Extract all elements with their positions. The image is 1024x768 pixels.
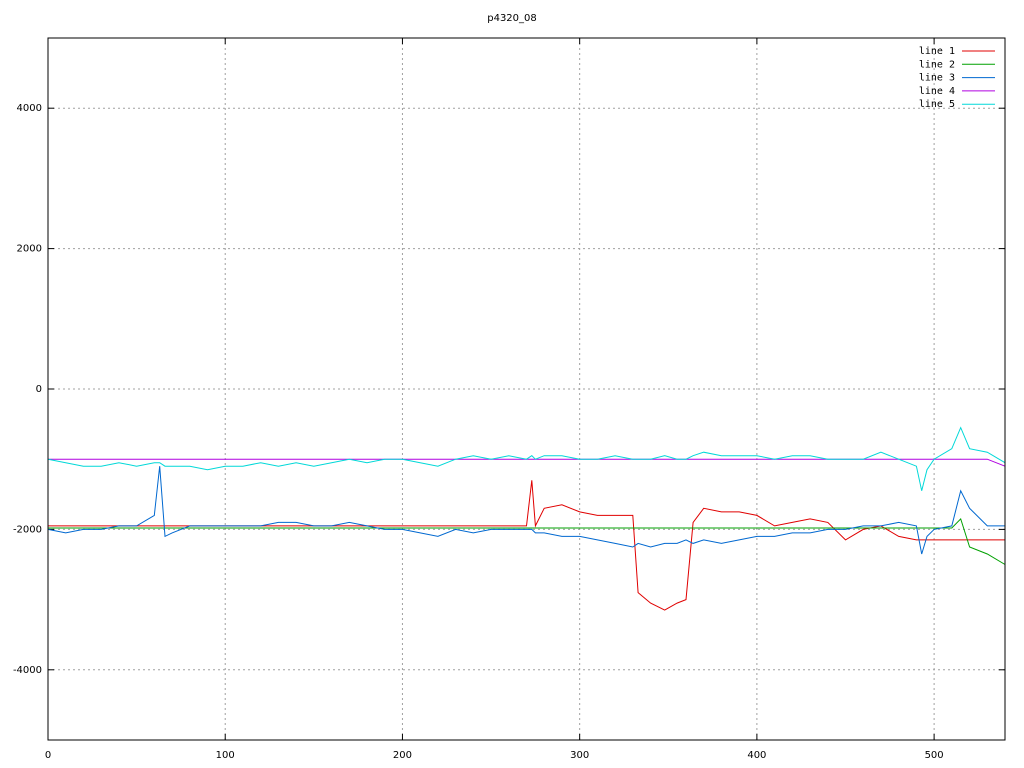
legend-label: line 5 xyxy=(919,99,955,110)
data-line xyxy=(47,426,1006,491)
legend-label: line 3 xyxy=(919,73,955,84)
legend-label: line 4 xyxy=(919,86,955,97)
y-tick-label: 4000 xyxy=(17,103,42,114)
x-tick-label: 500 xyxy=(925,750,944,761)
data-line xyxy=(48,480,1005,611)
x-tick-label: 200 xyxy=(393,750,412,761)
y-tick-label: -4000 xyxy=(13,665,42,676)
legend-label: line 1 xyxy=(919,46,955,57)
x-tick-label: 100 xyxy=(216,750,235,761)
legend-label: line 2 xyxy=(919,59,955,70)
y-tick-label: 2000 xyxy=(17,244,42,255)
y-tick-label: -2000 xyxy=(13,524,42,535)
x-tick-label: 400 xyxy=(747,750,766,761)
chart-title: p4320_08 xyxy=(487,13,537,24)
data-line xyxy=(47,466,1005,555)
data-line xyxy=(48,517,1006,565)
x-tick-label: 300 xyxy=(570,750,589,761)
data-line xyxy=(48,458,1006,467)
plot-border xyxy=(47,37,1006,741)
y-tick-label: 0 xyxy=(36,384,42,395)
x-tick-label: 0 xyxy=(45,750,51,761)
